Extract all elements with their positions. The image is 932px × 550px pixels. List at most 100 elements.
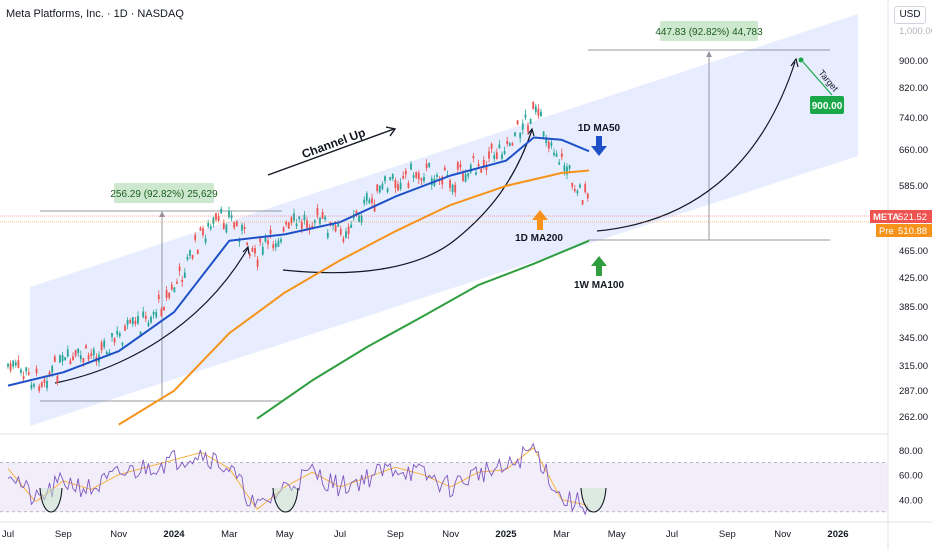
candle-body	[207, 222, 210, 227]
candle-body	[558, 162, 561, 165]
target-point	[798, 57, 804, 63]
candle-body	[501, 154, 503, 159]
candle-body	[129, 320, 132, 324]
candle-body	[584, 184, 587, 193]
candle-body	[160, 308, 163, 317]
rsi-tick-label: 60.00	[899, 471, 923, 482]
candle-body	[38, 386, 41, 391]
candle-body	[360, 215, 363, 223]
candle-body	[22, 376, 25, 380]
candle-body	[269, 229, 272, 234]
candle-body	[243, 226, 246, 230]
candle-body	[397, 184, 399, 191]
candle-body	[176, 281, 178, 284]
candle-body	[373, 204, 376, 212]
y-tick-label: 345.00	[899, 333, 928, 344]
candle-body	[173, 287, 176, 293]
candle-body	[389, 177, 392, 180]
candle-body	[493, 155, 496, 159]
candle-body	[378, 185, 381, 193]
rsi-ma-line	[7, 447, 588, 510]
candle-body	[404, 170, 407, 175]
measure-2-label: 447.83 (92.82%) 44,783	[655, 27, 763, 38]
candle-body	[339, 229, 342, 235]
candle-body	[399, 182, 402, 190]
candle-body	[202, 228, 204, 236]
candle-body	[87, 355, 90, 360]
candle-body	[563, 165, 566, 172]
rsi-bottom-curve-1	[39, 487, 63, 513]
candle-body	[350, 224, 353, 228]
candle-body	[267, 240, 269, 245]
candle-body	[12, 360, 15, 367]
candle-body	[456, 162, 459, 170]
candle-body	[482, 159, 485, 167]
candle-body	[521, 123, 524, 130]
candle-body	[118, 333, 121, 337]
candle-body	[449, 180, 451, 189]
ma200-arrow	[532, 210, 548, 230]
candle-body	[376, 184, 379, 192]
candle-body	[74, 350, 77, 356]
x-tick-label: Jul	[334, 529, 346, 540]
candle-body	[165, 290, 168, 298]
candle-body	[35, 368, 38, 374]
candle-body	[290, 217, 293, 223]
candle-body	[256, 259, 259, 267]
candle-body	[79, 355, 82, 360]
candle-body	[100, 342, 103, 351]
curve-arrow-2-head	[527, 127, 535, 137]
target-leader-line	[802, 61, 833, 96]
x-tick-label: Sep	[387, 529, 404, 540]
candle-body	[581, 200, 584, 205]
candle-body	[547, 141, 550, 149]
candle-body	[371, 198, 373, 204]
candle-body	[295, 223, 298, 227]
candle-body	[298, 216, 301, 220]
candle-body	[235, 221, 238, 227]
candle-body	[191, 255, 194, 259]
candle-body	[462, 173, 464, 181]
candle-body	[222, 223, 225, 230]
candle-body	[134, 320, 137, 325]
candle-body	[472, 156, 475, 159]
pre-badge	[876, 224, 932, 237]
candle-body	[282, 227, 285, 232]
rsi-band	[0, 462, 888, 512]
y-tick-label: 465.00	[899, 246, 928, 257]
measure-1-box	[114, 183, 214, 203]
channel-up-area	[30, 14, 858, 426]
candle-body	[545, 137, 548, 143]
candle-body	[186, 257, 189, 260]
measure-2-arrow-head	[706, 51, 712, 57]
candle-body	[423, 176, 425, 182]
candle-body	[121, 342, 124, 346]
rsi-tick-label: 80.00	[899, 446, 923, 457]
candle-body	[550, 142, 553, 146]
candle-body	[381, 183, 384, 190]
x-tick-label: 2025	[495, 529, 517, 540]
candle-body	[137, 316, 139, 324]
candle-body	[199, 227, 202, 231]
candle-body	[150, 316, 152, 323]
x-tick-label: May	[276, 529, 294, 540]
candle-body	[59, 355, 61, 363]
currency-button[interactable]: USD	[894, 6, 926, 24]
price-value: 521.52	[898, 212, 927, 223]
curve-arrow-1	[54, 247, 249, 384]
candle-body	[503, 151, 506, 154]
candle-body	[204, 238, 207, 243]
candle-body	[103, 340, 106, 348]
candle-body	[469, 165, 472, 173]
y-tick-label: 315.00	[899, 361, 928, 372]
candle-body	[428, 162, 431, 167]
candle-body	[217, 216, 220, 221]
channel-up-arrow-head	[385, 126, 397, 137]
candle-body	[56, 375, 59, 384]
measure-2-box	[660, 21, 758, 41]
candle-body	[293, 213, 295, 221]
candle-body	[274, 243, 277, 248]
candle-body	[9, 363, 12, 371]
